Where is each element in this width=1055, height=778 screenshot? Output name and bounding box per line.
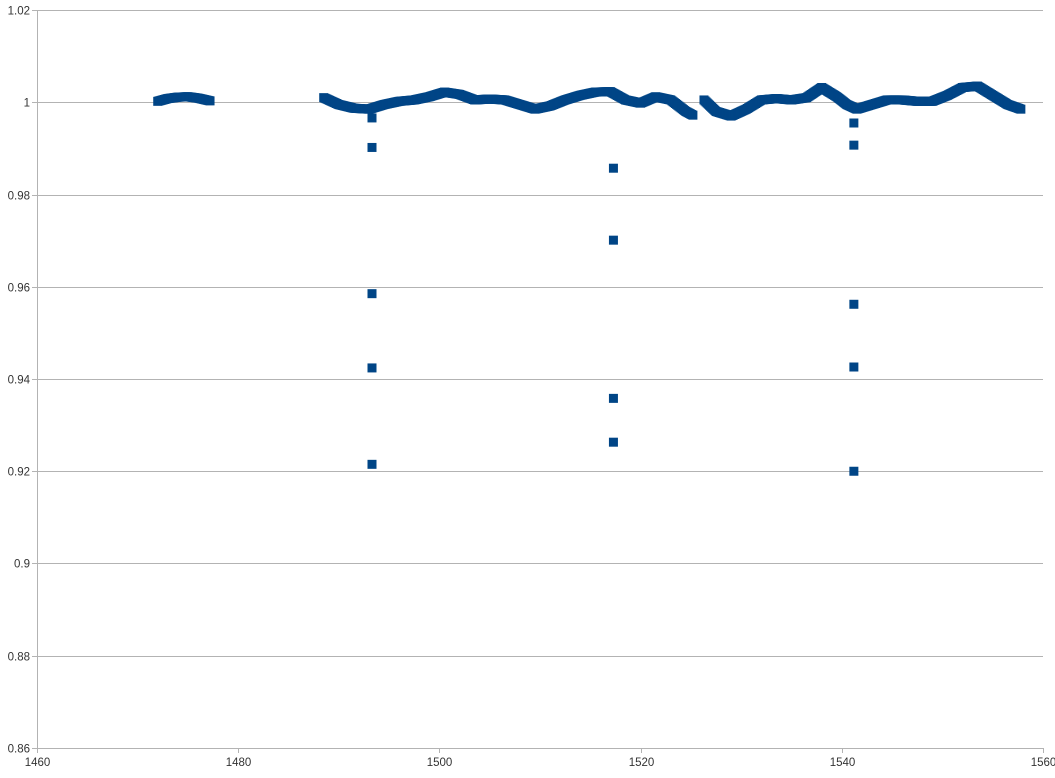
y-tick-label: 0.86 — [8, 744, 30, 756]
data-points — [153, 81, 1026, 476]
y-tick-label: 1 — [24, 98, 30, 110]
data-point — [367, 113, 377, 123]
data-point — [367, 142, 377, 152]
data-point — [367, 363, 377, 373]
data-point — [608, 393, 618, 403]
grid-lines — [37, 10, 1043, 749]
baseline-point — [688, 110, 698, 120]
data-point — [849, 118, 859, 128]
y-tick-label: 0.96 — [8, 283, 30, 295]
y-tick-label: 0.9 — [14, 559, 30, 571]
data-point — [849, 140, 859, 150]
data-point — [849, 466, 859, 476]
x-tick-label: 1500 — [427, 757, 453, 769]
x-tick-label: 1460 — [25, 757, 51, 769]
y-tick-label: 0.98 — [8, 191, 30, 203]
baseline-point — [205, 96, 215, 106]
y-tick-label: 1.02 — [8, 6, 30, 18]
x-tick-label: 1480 — [226, 757, 252, 769]
baseline-point — [1016, 104, 1026, 114]
x-tick-label: 1560 — [1031, 757, 1055, 769]
data-point — [608, 437, 618, 447]
data-point — [608, 235, 618, 245]
x-tick-label: 1520 — [629, 757, 655, 769]
data-point — [367, 289, 377, 299]
y-tick-labels: 0.86 0.88 0.9 0.92 0.94 0.96 0.98 1 1.02 — [8, 6, 31, 756]
x-tick-label: 1540 — [830, 757, 856, 769]
data-point — [849, 299, 859, 309]
data-point — [849, 362, 859, 372]
x-tick-labels: 1460 1480 1500 1520 1540 1560 — [25, 757, 1055, 769]
y-tick-label: 0.92 — [8, 467, 30, 479]
data-point — [608, 163, 618, 173]
y-tick-label: 0.88 — [8, 652, 30, 664]
data-point — [367, 459, 377, 469]
axes — [32, 10, 1044, 753]
y-tick-label: 0.94 — [8, 375, 31, 387]
